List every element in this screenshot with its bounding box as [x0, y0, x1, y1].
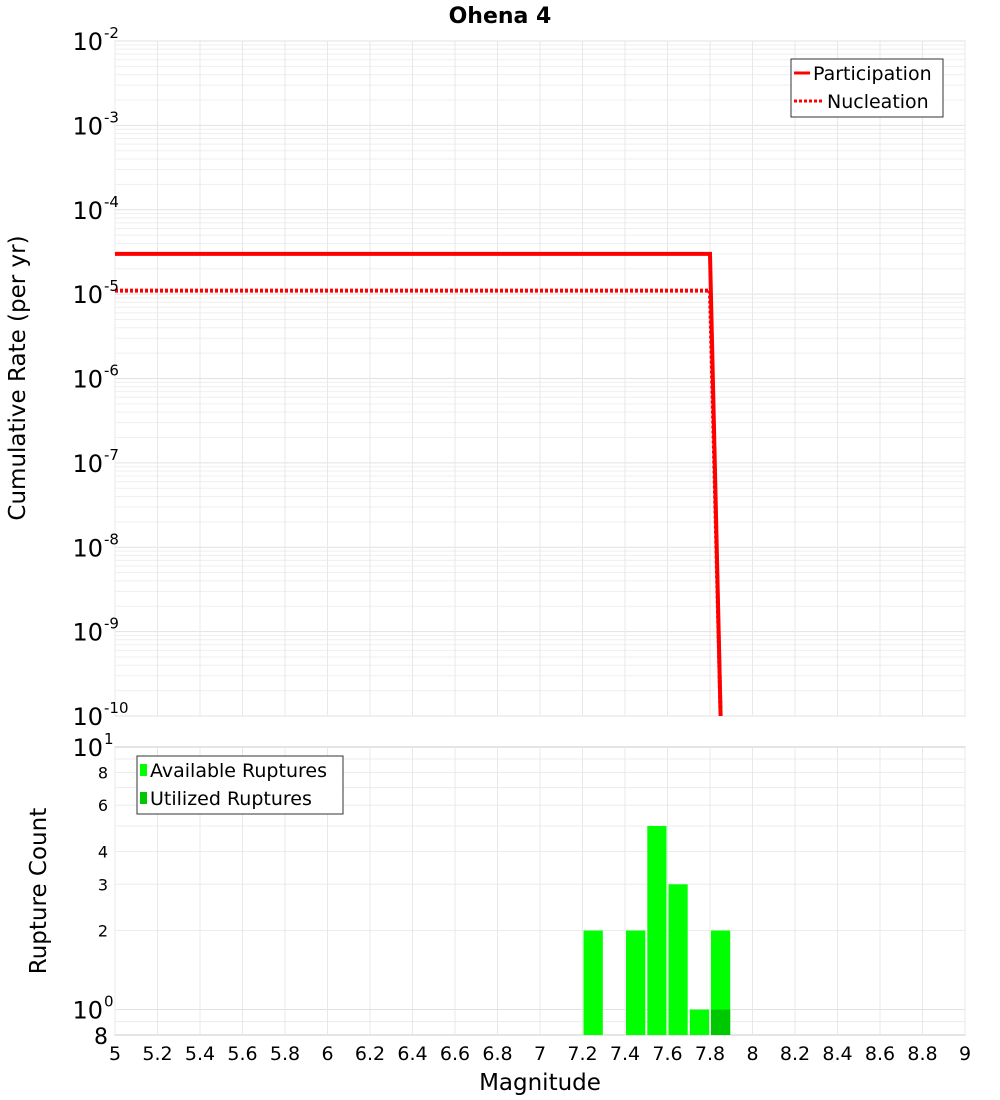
rate-y-tick-base: 10: [72, 703, 103, 731]
rate-y-tick-exponent: -8: [104, 530, 119, 548]
available-rupture-bar: [647, 826, 667, 1035]
rate-plot-y-label: Cumulative Rate (per yr): [5, 235, 31, 520]
count-y-tick: 3: [98, 875, 108, 894]
rate-y-tick-base: 10: [72, 450, 103, 478]
count-y-tick-base: 10: [72, 997, 103, 1025]
rate-y-tick-base: 10: [72, 619, 103, 647]
count-plot-bars: [583, 826, 731, 1035]
x-tick-label: 8.6: [865, 1043, 895, 1065]
x-tick-label: 6.8: [482, 1043, 512, 1065]
rate-y-tick-exponent: -2: [104, 24, 119, 42]
x-axis-label: Magnitude: [479, 1070, 601, 1096]
count-y-tick: 8: [98, 763, 108, 782]
count-y-tick-exponent: 0: [104, 993, 114, 1011]
count-y-tick-bottom: 8: [94, 1025, 108, 1050]
x-tick-label: 7.2: [567, 1043, 597, 1065]
x-tick-label: 6.4: [397, 1043, 427, 1065]
count-plot-y-label: Rupture Count: [26, 808, 52, 974]
rate-y-tick-base: 10: [72, 281, 103, 309]
x-tick-label: 6.6: [440, 1043, 470, 1065]
utilized-rupture-bar: [711, 1009, 731, 1035]
available-rupture-bar: [689, 1009, 710, 1035]
rate-legend-box: [790, 58, 944, 118]
x-tick-label: 7.8: [695, 1043, 725, 1065]
count-legend-box: [136, 755, 344, 815]
rate-y-tick-exponent: -6: [104, 362, 119, 380]
x-tick-label: 5.6: [227, 1043, 257, 1065]
nucleation-line: [115, 288, 723, 717]
x-tick-label: 8.8: [907, 1043, 937, 1065]
count-plot-grid: [114, 747, 966, 1035]
count-plot-x-ticks: 5 5.2 5.4 5.6 5.8 6 6.2 6.4 6.6 6.8 7 7.2 7.4 7.6 7.8 8…: [109, 1043, 971, 1065]
x-tick-label: 9: [959, 1043, 971, 1065]
participation-legend-label: Participation: [813, 63, 932, 85]
count-y-tick-base: 10: [72, 734, 103, 762]
rate-y-tick-base: 10: [72, 197, 103, 225]
rate-plot-y-ticks: 10-210-310-410-510-610-710-810-910-10: [72, 24, 128, 731]
rate-y-tick-exponent: -10: [104, 699, 129, 717]
rate-y-tick-exponent: -9: [104, 615, 119, 633]
available-rupture-bar: [668, 884, 688, 1035]
x-tick-label: 5.2: [142, 1043, 172, 1065]
x-tick-label: 7.6: [652, 1043, 682, 1065]
count-y-tick: 6: [98, 796, 108, 815]
count-y-tick-exponent: 1: [104, 730, 114, 748]
available-rupture-bar: [626, 930, 646, 1035]
x-tick-label: 7: [534, 1043, 546, 1065]
available-legend-swatch: [140, 764, 147, 776]
rate-y-tick-exponent: -7: [104, 446, 119, 464]
rate-plot-legend: Participation Nucleation: [790, 58, 944, 118]
x-tick-label: 7.4: [610, 1043, 640, 1065]
rate-y-tick-base: 10: [72, 112, 103, 140]
rate-y-tick-base: 10: [72, 28, 103, 56]
count-y-tick: 4: [98, 842, 108, 861]
rate-y-tick-base: 10: [72, 534, 103, 562]
available-rupture-bar: [711, 930, 731, 1035]
available-rupture-bar: [583, 930, 603, 1035]
rate-y-tick-exponent: -4: [104, 193, 119, 211]
x-tick-label: 6: [321, 1043, 333, 1065]
rate-plot-grid: [114, 40, 966, 717]
x-tick-label: 8.2: [780, 1043, 810, 1065]
x-tick-label: 8: [746, 1043, 758, 1065]
x-tick-label: 5: [109, 1043, 121, 1065]
x-tick-label: 6.2: [355, 1043, 385, 1065]
chart-title: Ohena 4: [449, 4, 552, 29]
utilized-legend-swatch: [140, 792, 147, 804]
rate-y-tick-base: 10: [72, 366, 103, 394]
nucleation-legend-label: Nucleation: [827, 91, 929, 113]
rate-plot-series: [115, 251, 723, 717]
rate-y-tick-exponent: -5: [104, 277, 119, 295]
x-tick-label: 5.8: [270, 1043, 300, 1065]
available-legend-label: Available Ruptures: [150, 760, 327, 782]
count-y-tick: 2: [98, 922, 108, 941]
count-plot-legend: Available Ruptures Utilized Ruptures: [136, 755, 344, 815]
utilized-legend-label: Utilized Ruptures: [150, 788, 312, 810]
rate-plot: 10-210-310-410-510-610-710-810-910-10 Cu…: [5, 24, 966, 731]
x-tick-label: 8.4: [822, 1043, 852, 1065]
rate-y-tick-exponent: -3: [104, 108, 119, 126]
x-tick-label: 5.4: [185, 1043, 215, 1065]
